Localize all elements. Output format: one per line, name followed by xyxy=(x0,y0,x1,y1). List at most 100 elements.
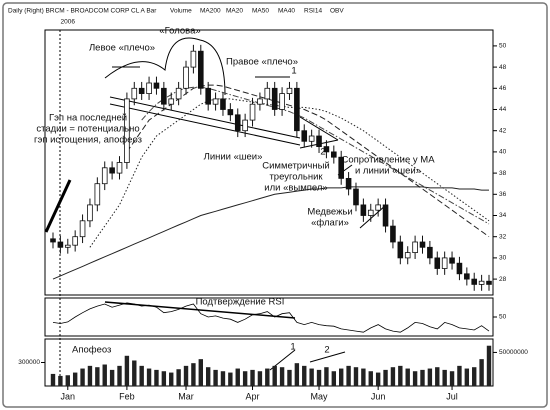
candle-body xyxy=(331,151,337,158)
volume-bar xyxy=(213,369,218,386)
legend-entry: Volume xyxy=(170,8,192,15)
annotation: 1 xyxy=(291,66,296,77)
candle-body xyxy=(212,98,219,105)
volume-bar xyxy=(50,373,56,386)
candle-body xyxy=(486,280,492,285)
neckline xyxy=(109,103,301,146)
volume-bar xyxy=(375,372,381,386)
candle-body xyxy=(227,109,234,116)
price-panel xyxy=(44,29,494,296)
volume-bar xyxy=(146,368,152,386)
volume-bar xyxy=(257,371,263,386)
annotation: 1 xyxy=(290,342,295,353)
candle-body xyxy=(471,278,478,285)
candle-body xyxy=(279,93,285,110)
candle-body xyxy=(456,262,463,275)
x-tick-label: Jul xyxy=(446,391,458,401)
y-tick-label: 32 xyxy=(499,233,507,240)
candle-body xyxy=(464,273,470,280)
volume-bar xyxy=(331,371,337,386)
candle-body xyxy=(360,204,367,216)
candle-body xyxy=(175,87,182,100)
annotation: Линии «шеи» xyxy=(204,152,263,163)
annotation: «Голова» xyxy=(159,26,200,37)
x-tick-label: May xyxy=(311,391,329,401)
y2-tick-label: 300000 xyxy=(18,359,40,366)
volume-bar xyxy=(390,367,396,386)
y-tick-label: 36 xyxy=(499,191,507,198)
volume-bar xyxy=(294,363,300,386)
candle-body xyxy=(382,204,389,227)
y-tick-label: 28 xyxy=(499,276,507,283)
volume-bar xyxy=(398,365,403,386)
volume-bar xyxy=(132,360,137,386)
volume-bar xyxy=(102,364,107,386)
y-tick-label: 50 xyxy=(499,314,507,321)
volume-bar xyxy=(228,372,233,386)
legend-entry: RSI14 xyxy=(304,8,322,15)
candle-body xyxy=(131,87,138,100)
candle-body xyxy=(286,87,293,95)
candle-body xyxy=(87,204,93,222)
annotation: Подтверждение RSI xyxy=(196,297,285,308)
candle-body xyxy=(375,204,381,211)
candle-body xyxy=(257,98,263,105)
candle-body xyxy=(109,167,115,174)
annotation: Симметричный xyxy=(262,161,329,172)
candle-body xyxy=(345,177,352,190)
ma-line xyxy=(126,84,490,238)
candle-body xyxy=(249,103,256,121)
candle-body xyxy=(404,252,411,259)
candle-body xyxy=(64,244,71,248)
legend-entry: MA40 xyxy=(278,8,295,15)
candle-body xyxy=(183,66,189,89)
y-tick-label: 44 xyxy=(499,106,507,113)
volume-bar xyxy=(265,368,270,386)
volume-bar xyxy=(176,369,181,386)
head-outline xyxy=(104,37,226,96)
volume-bar xyxy=(220,371,226,386)
candle-body xyxy=(168,98,175,105)
candle-body xyxy=(441,257,448,269)
annotation: и линии «шеи» xyxy=(355,166,421,177)
volume-bar xyxy=(124,355,130,386)
candle-body xyxy=(197,50,204,89)
y-tick-label: 46 xyxy=(499,85,507,92)
candle-body xyxy=(124,98,130,163)
volume-bar xyxy=(272,365,277,386)
volume-bar xyxy=(464,368,470,386)
volume-bar xyxy=(302,365,307,386)
annotation: «флаги» xyxy=(311,218,349,229)
volume-bar xyxy=(309,368,314,386)
candle-body xyxy=(205,87,211,105)
volume-bar xyxy=(287,369,292,386)
annotation: гэп истощения, апофеоз xyxy=(34,135,142,146)
candle-body xyxy=(264,87,271,100)
volume-bar xyxy=(72,372,78,386)
x-tick-label: Jan xyxy=(61,391,76,401)
candle-body xyxy=(419,241,426,248)
candle-body xyxy=(50,238,56,243)
y-tick-label: 30 xyxy=(499,255,507,262)
candle-body xyxy=(397,241,404,259)
annotation: или «вымпел» xyxy=(264,183,327,194)
volume-bar xyxy=(235,368,240,386)
x-tick-label: Feb xyxy=(119,391,135,401)
candle-body xyxy=(94,183,101,206)
x-tick-label: Apr xyxy=(246,391,260,401)
candle-body xyxy=(242,119,248,132)
y-tick-label: 38 xyxy=(499,170,507,177)
chart-title: Daily (Right) BRCM - BROADCOM CORP CL A … xyxy=(8,8,157,15)
volume-bar xyxy=(191,363,196,386)
y-tick-label: 50 xyxy=(499,43,507,50)
candle-body xyxy=(57,241,64,248)
annotation: Гэп на последней xyxy=(49,113,127,124)
year-label: 2006 xyxy=(61,19,76,26)
candle-body xyxy=(367,209,374,216)
legend-entry: MA20 xyxy=(226,8,243,15)
volume-bar xyxy=(435,367,440,386)
volume-bar xyxy=(117,365,122,386)
y-tick-label: 34 xyxy=(499,212,507,219)
candle-body xyxy=(101,167,108,185)
